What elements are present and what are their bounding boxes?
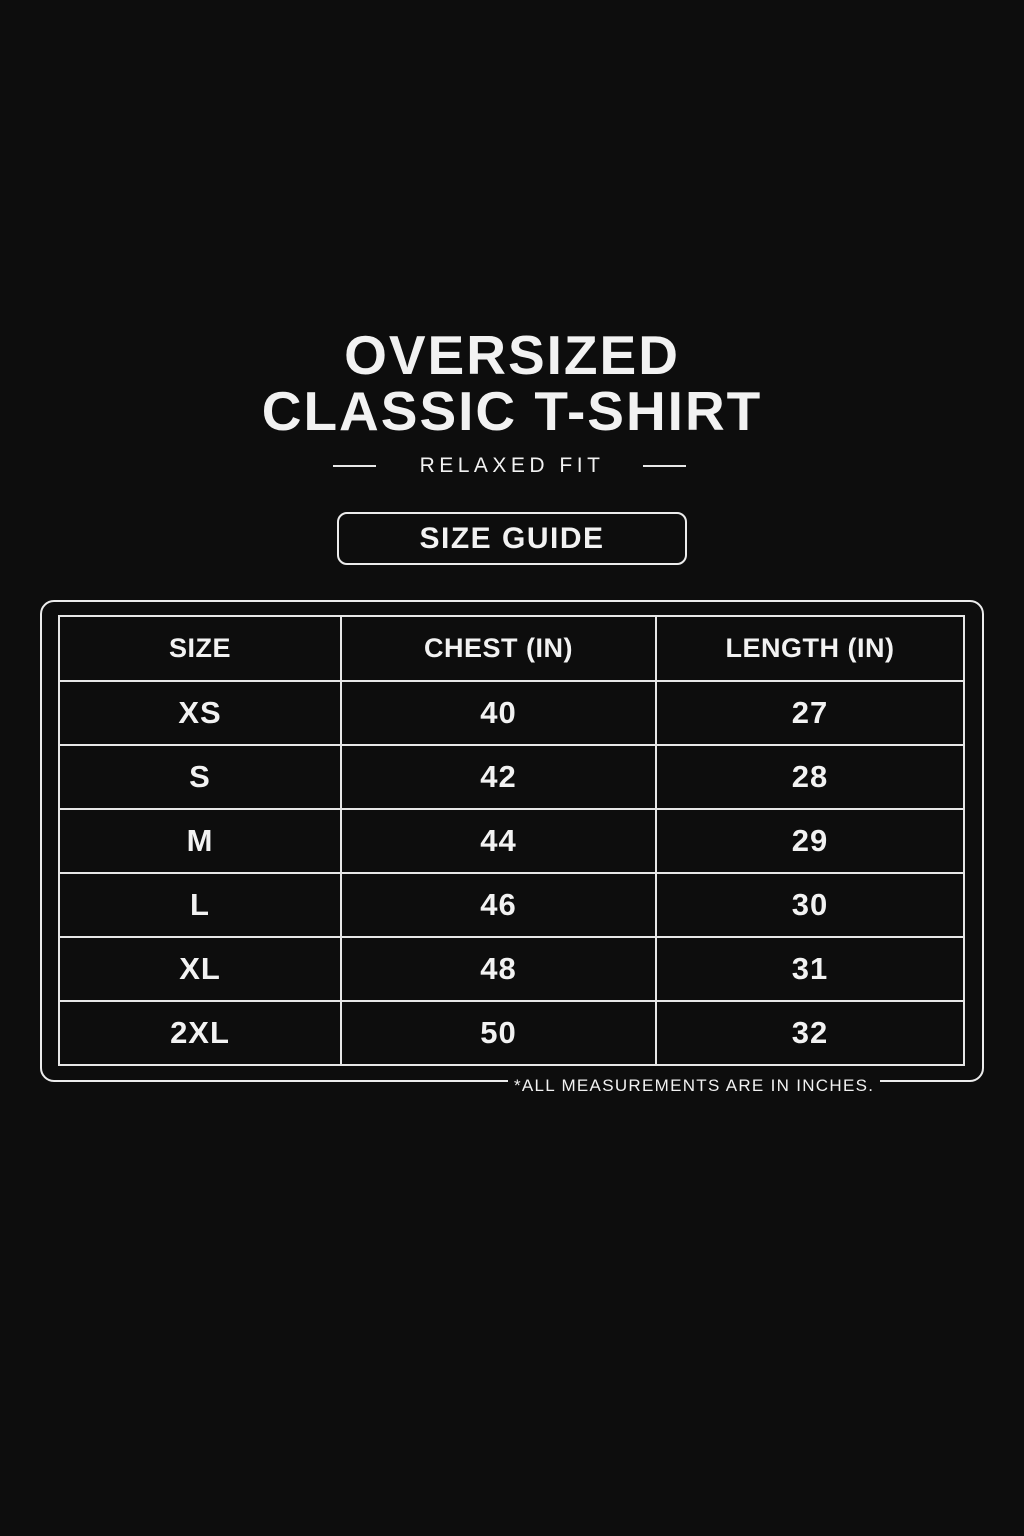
cell-length: 31 bbox=[655, 936, 965, 1002]
cell-chest: 48 bbox=[340, 936, 657, 1002]
table-row: S 42 28 bbox=[58, 744, 965, 810]
cell-chest: 40 bbox=[340, 680, 657, 746]
cell-length: 30 bbox=[655, 872, 965, 938]
cell-size: M bbox=[58, 808, 342, 874]
table-row: XL 48 31 bbox=[58, 936, 965, 1002]
cell-size: XL bbox=[58, 936, 342, 1002]
cell-length: 32 bbox=[655, 1000, 965, 1066]
table-header-row: SIZE CHEST (IN) LENGTH (IN) bbox=[58, 615, 965, 682]
subtitle: RELAXED FIT bbox=[419, 454, 605, 477]
subtitle-rule-right bbox=[643, 465, 686, 467]
cell-size: XS bbox=[58, 680, 342, 746]
size-table: SIZE CHEST (IN) LENGTH (IN) XS 40 27 S 42 28 M… bbox=[58, 615, 965, 1066]
table-row: 2XL 50 32 bbox=[58, 1000, 965, 1066]
subtitle-rule-left bbox=[333, 465, 376, 467]
cell-length: 28 bbox=[655, 744, 965, 810]
cell-length: 29 bbox=[655, 808, 965, 874]
footnote: *ALL MEASUREMENTS ARE IN INCHES. bbox=[508, 1074, 881, 1098]
title-line-1: OVERSIZED bbox=[344, 324, 680, 386]
header-chest: CHEST (IN) bbox=[340, 615, 657, 682]
table-row: L 46 30 bbox=[58, 872, 965, 938]
header-size: SIZE bbox=[58, 615, 342, 682]
cell-size: L bbox=[58, 872, 342, 938]
cell-size: 2XL bbox=[58, 1000, 342, 1066]
cell-chest: 42 bbox=[340, 744, 657, 810]
cell-chest: 46 bbox=[340, 872, 657, 938]
title-line-2: CLASSIC T-SHIRT bbox=[261, 380, 763, 442]
cell-length: 27 bbox=[655, 680, 965, 746]
cell-size: S bbox=[58, 744, 342, 810]
cell-chest: 50 bbox=[340, 1000, 657, 1066]
table-row: M 44 29 bbox=[58, 808, 965, 874]
table-row: XS 40 27 bbox=[58, 680, 965, 746]
cell-chest: 44 bbox=[340, 808, 657, 874]
size-guide-badge: SIZE GUIDE bbox=[337, 512, 687, 565]
header-length: LENGTH (IN) bbox=[655, 615, 965, 682]
